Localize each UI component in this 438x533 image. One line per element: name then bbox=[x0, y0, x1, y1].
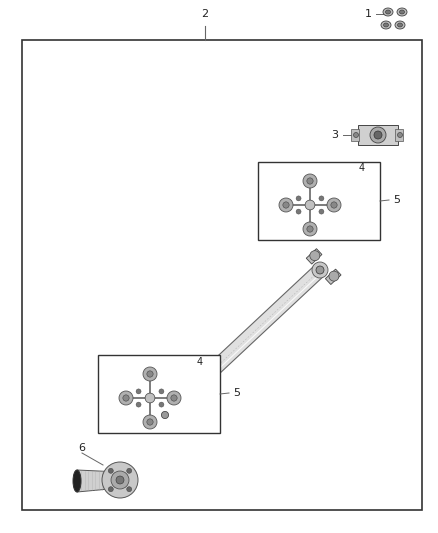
Circle shape bbox=[143, 367, 157, 381]
Circle shape bbox=[303, 222, 317, 236]
Circle shape bbox=[370, 127, 386, 143]
Circle shape bbox=[127, 469, 132, 473]
Circle shape bbox=[111, 471, 129, 489]
Polygon shape bbox=[325, 269, 341, 285]
Circle shape bbox=[123, 395, 129, 401]
Circle shape bbox=[331, 202, 337, 208]
Circle shape bbox=[283, 202, 289, 208]
Circle shape bbox=[159, 389, 164, 394]
Circle shape bbox=[136, 402, 141, 407]
Ellipse shape bbox=[73, 470, 81, 492]
Ellipse shape bbox=[381, 21, 391, 29]
Circle shape bbox=[319, 209, 324, 214]
Circle shape bbox=[296, 196, 301, 201]
Circle shape bbox=[161, 411, 169, 418]
Polygon shape bbox=[160, 265, 325, 420]
Circle shape bbox=[310, 251, 320, 261]
Circle shape bbox=[316, 266, 324, 274]
Circle shape bbox=[307, 226, 313, 232]
Text: 6: 6 bbox=[78, 443, 85, 453]
Polygon shape bbox=[77, 470, 120, 492]
Bar bbox=[22, 40, 422, 510]
Circle shape bbox=[119, 391, 133, 405]
Text: 2: 2 bbox=[201, 9, 208, 19]
Circle shape bbox=[116, 476, 124, 484]
Circle shape bbox=[374, 131, 382, 139]
Polygon shape bbox=[170, 414, 184, 429]
Bar bbox=[98, 355, 220, 433]
Circle shape bbox=[329, 271, 339, 281]
Circle shape bbox=[156, 398, 165, 407]
Bar bbox=[395, 129, 403, 141]
Text: 1: 1 bbox=[364, 9, 371, 19]
Circle shape bbox=[279, 198, 293, 212]
Text: 5: 5 bbox=[393, 195, 400, 205]
Circle shape bbox=[159, 402, 164, 407]
Ellipse shape bbox=[384, 23, 389, 27]
Circle shape bbox=[147, 371, 153, 377]
Circle shape bbox=[145, 393, 155, 403]
Text: 4: 4 bbox=[197, 357, 203, 367]
Circle shape bbox=[171, 395, 177, 401]
Circle shape bbox=[167, 391, 181, 405]
Circle shape bbox=[102, 462, 138, 498]
Ellipse shape bbox=[399, 10, 405, 14]
Circle shape bbox=[127, 487, 132, 491]
Bar bbox=[351, 129, 359, 141]
Circle shape bbox=[312, 262, 328, 278]
Circle shape bbox=[136, 389, 141, 394]
Bar bbox=[258, 162, 380, 240]
Circle shape bbox=[143, 415, 157, 429]
Circle shape bbox=[353, 133, 358, 138]
Circle shape bbox=[327, 198, 341, 212]
Text: 4: 4 bbox=[359, 163, 365, 173]
Ellipse shape bbox=[383, 8, 393, 16]
Circle shape bbox=[108, 469, 113, 473]
Circle shape bbox=[303, 174, 317, 188]
Ellipse shape bbox=[398, 23, 403, 27]
Text: 5: 5 bbox=[233, 388, 240, 398]
Ellipse shape bbox=[385, 10, 391, 14]
Ellipse shape bbox=[397, 8, 407, 16]
Circle shape bbox=[173, 416, 182, 425]
Circle shape bbox=[158, 408, 172, 422]
Text: 3: 3 bbox=[332, 130, 339, 140]
Ellipse shape bbox=[395, 21, 405, 29]
Circle shape bbox=[147, 419, 153, 425]
Circle shape bbox=[319, 196, 324, 201]
Circle shape bbox=[398, 133, 403, 138]
Polygon shape bbox=[152, 395, 167, 410]
Circle shape bbox=[307, 178, 313, 184]
Polygon shape bbox=[306, 249, 322, 264]
Circle shape bbox=[305, 200, 315, 210]
Bar bbox=[358, 125, 398, 145]
Circle shape bbox=[108, 487, 113, 491]
Circle shape bbox=[296, 209, 301, 214]
